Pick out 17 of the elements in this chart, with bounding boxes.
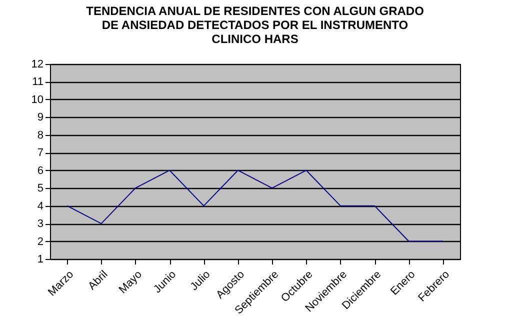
y-tick-label: 9: [37, 112, 44, 124]
text: CLINICO HARS: [212, 32, 298, 46]
y-tick-label: 2: [37, 236, 44, 248]
x-tick-label: Julio: [188, 268, 213, 293]
y-tick-label: 10: [31, 94, 44, 106]
y-tick-label: 6: [37, 164, 44, 177]
y-tick-label: 11: [32, 76, 44, 88]
y-tick-label: 5: [37, 182, 44, 195]
text: TENDENCIA ANUAL DE RESIDENTES CON ALGUN GRADO: [86, 4, 424, 18]
text: DE ANSIEDAD DETECTADOS POR EL INSTRUMENTO: [102, 18, 408, 32]
y-tick-label: 4: [37, 200, 44, 212]
line-series: [66, 170, 444, 242]
y-tick-label: 8: [37, 129, 44, 142]
y-tick-label: 3: [37, 218, 44, 230]
y-tick-label: 1: [37, 254, 44, 266]
y-tick-label: 7: [37, 147, 44, 160]
y-tick-label: 12: [31, 58, 44, 70]
